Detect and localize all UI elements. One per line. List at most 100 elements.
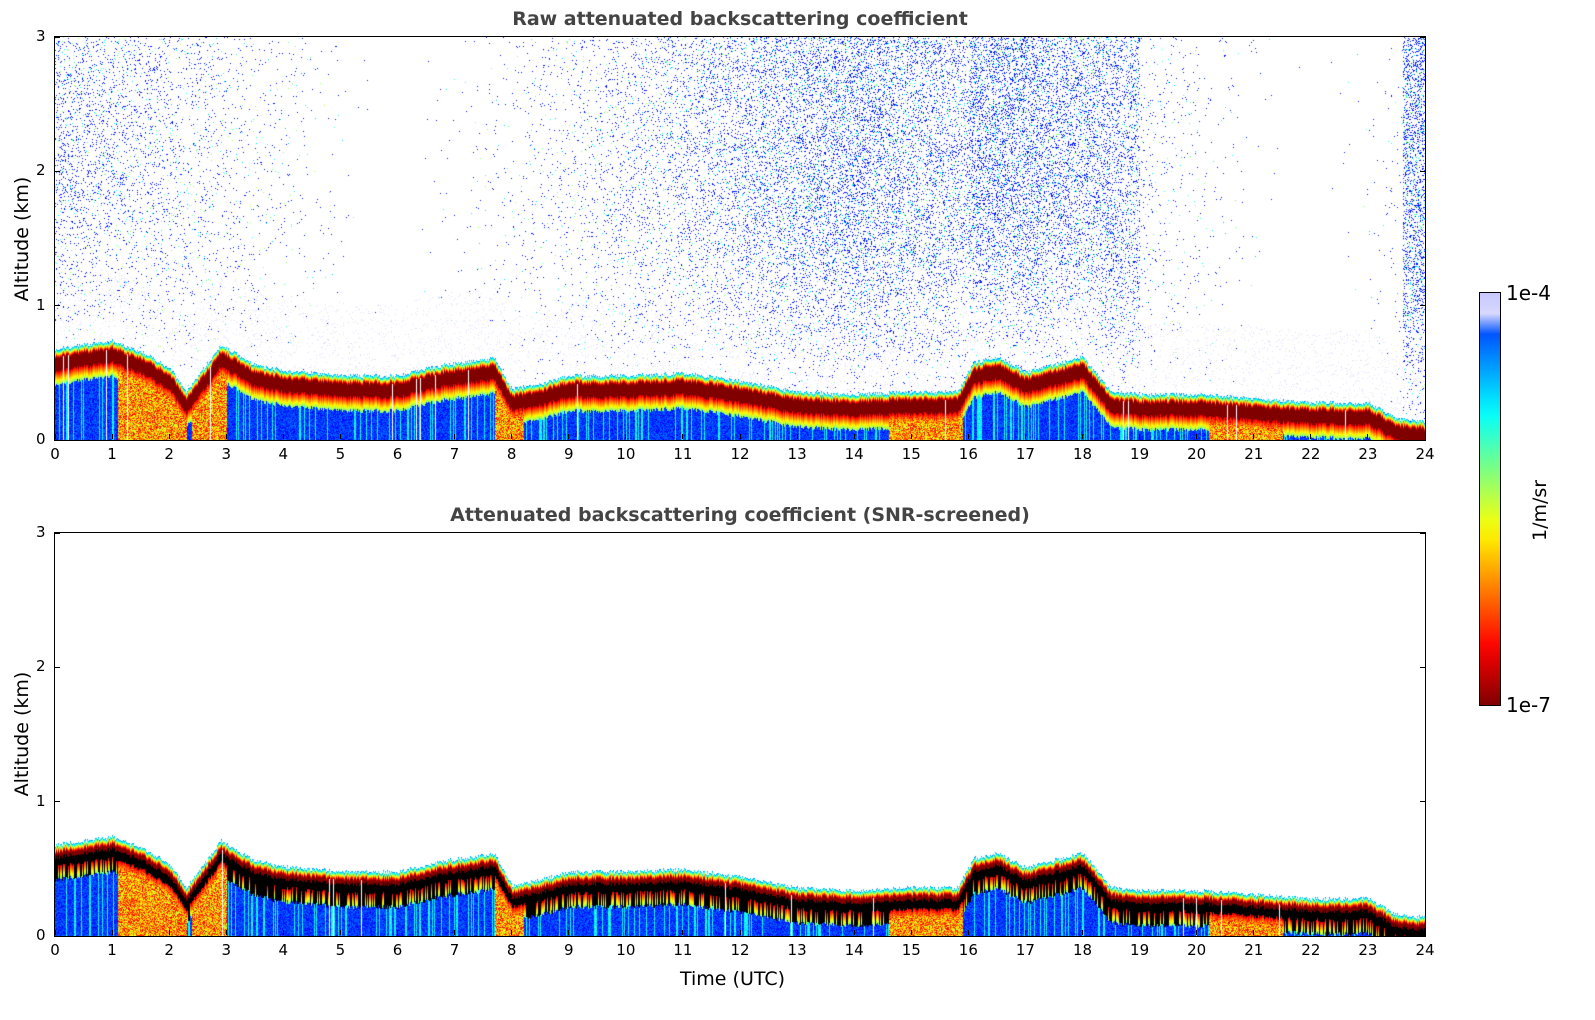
x-tick-mark — [511, 930, 513, 935]
x-tick-label: 3 — [221, 445, 232, 463]
x-tick-label: 10 — [616, 445, 636, 463]
plot1-ylabel: Altitude (km) — [11, 176, 33, 302]
x-tick-mark — [739, 930, 741, 935]
x-tick-mark — [111, 434, 113, 439]
x-tick-label: 1 — [107, 941, 117, 959]
x-tick-mark — [967, 434, 969, 439]
x-tick-mark — [282, 434, 284, 439]
y-tick-mark — [55, 305, 60, 307]
x-tick-label: 13 — [787, 445, 807, 463]
x-tick-label: 14 — [844, 445, 864, 463]
x-tick-label: 4 — [278, 445, 289, 463]
x-tick-label: 5 — [335, 445, 346, 463]
x-tick-label: 13 — [787, 941, 807, 959]
x-tick-mark — [1196, 930, 1198, 935]
x-tick-mark — [568, 434, 570, 439]
x-tick-label: 10 — [616, 941, 636, 959]
x-tick-mark — [1367, 434, 1369, 439]
x-tick-mark — [1024, 930, 1026, 935]
x-tick-mark — [853, 434, 855, 439]
x-tick-mark — [910, 434, 912, 439]
x-tick-mark — [111, 930, 113, 935]
x-tick-mark — [1253, 930, 1255, 935]
x-tick-mark — [1082, 434, 1083, 439]
x-tick-mark — [1196, 434, 1198, 439]
x-tick-label: 2 — [164, 941, 174, 959]
x-tick-mark — [739, 434, 741, 439]
x-tick-label: 21 — [1244, 941, 1264, 959]
x-tick-mark — [511, 434, 513, 439]
y-tick-label: 2 — [36, 657, 46, 676]
x-tick-mark — [910, 930, 912, 935]
x-tick-mark — [225, 930, 227, 935]
x-tick-mark — [967, 930, 969, 935]
plot1-heatmap — [55, 37, 1425, 440]
y-tick-label: 2 — [36, 161, 46, 180]
x-tick-mark — [682, 930, 684, 935]
x-tick-mark — [1367, 930, 1369, 935]
x-tick-mark — [168, 434, 170, 439]
y-tick-label: 3 — [36, 523, 46, 541]
x-tick-label: 9 — [563, 445, 574, 463]
y-tick-mark — [1420, 305, 1425, 307]
plot2-ylabel: Altitude (km) — [11, 671, 33, 797]
x-tick-label: 6 — [392, 445, 403, 463]
plot1-title: Raw attenuated backscattering coefficien… — [512, 8, 968, 30]
x-tick-mark — [796, 930, 798, 935]
y-tick-mark — [55, 801, 60, 803]
x-tick-label: 23 — [1358, 941, 1378, 959]
x-tick-label: 8 — [506, 941, 517, 959]
x-tick-mark — [625, 930, 627, 935]
x-tick-label: 14 — [844, 941, 864, 959]
plot2-axes — [54, 532, 1426, 937]
y-tick-mark — [1420, 801, 1425, 803]
x-tick-label: 24 — [1415, 445, 1435, 463]
x-tick-mark — [397, 434, 398, 439]
x-tick-label: 17 — [1015, 445, 1035, 463]
x-tick-mark — [168, 930, 170, 935]
y-tick-mark — [55, 532, 60, 534]
x-tick-mark — [54, 434, 56, 439]
x-tick-label: 8 — [506, 445, 517, 463]
y-tick-mark — [55, 36, 60, 38]
y-tick-mark — [55, 935, 60, 937]
x-tick-label: 21 — [1244, 445, 1264, 463]
x-tick-mark — [454, 930, 456, 935]
plot2-title: Attenuated backscattering coefficient (S… — [450, 504, 1030, 526]
y-tick-mark — [1420, 439, 1425, 441]
x-tick-label: 12 — [730, 445, 750, 463]
x-tick-label: 15 — [901, 445, 921, 463]
x-tick-mark — [568, 930, 570, 935]
x-tick-mark — [1082, 930, 1083, 935]
x-tick-mark — [1024, 434, 1026, 439]
x-tick-label: 5 — [335, 941, 346, 959]
x-tick-label: 19 — [1130, 445, 1150, 463]
y-tick-label: 1 — [36, 295, 46, 314]
x-tick-mark — [282, 930, 284, 935]
y-tick-mark — [1420, 170, 1425, 172]
x-tick-label: 18 — [1072, 941, 1093, 959]
y-tick-mark — [55, 439, 60, 441]
x-tick-label: 24 — [1415, 941, 1435, 959]
x-tick-label: 1 — [107, 445, 117, 463]
x-tick-label: 19 — [1130, 941, 1150, 959]
plot2-xlabel: Time (UTC) — [680, 968, 786, 990]
x-tick-mark — [339, 434, 341, 439]
x-tick-label: 0 — [50, 941, 60, 959]
x-tick-mark — [1424, 434, 1426, 439]
y-tick-mark — [1420, 666, 1425, 668]
x-tick-label: 23 — [1358, 445, 1378, 463]
x-tick-label: 20 — [1187, 445, 1207, 463]
x-tick-mark — [1139, 434, 1141, 439]
y-tick-mark — [1420, 36, 1425, 38]
x-tick-label: 22 — [1301, 445, 1321, 463]
x-tick-mark — [853, 930, 855, 935]
colorbar-min-label: 1e-7 — [1506, 693, 1551, 717]
colorbar-max-label: 1e-4 — [1506, 281, 1551, 305]
x-tick-mark — [339, 930, 341, 935]
y-tick-label: 3 — [36, 27, 46, 45]
y-tick-label: 0 — [36, 926, 46, 944]
x-tick-mark — [225, 434, 227, 439]
plot2-heatmap — [55, 533, 1425, 936]
x-tick-mark — [1310, 434, 1312, 439]
